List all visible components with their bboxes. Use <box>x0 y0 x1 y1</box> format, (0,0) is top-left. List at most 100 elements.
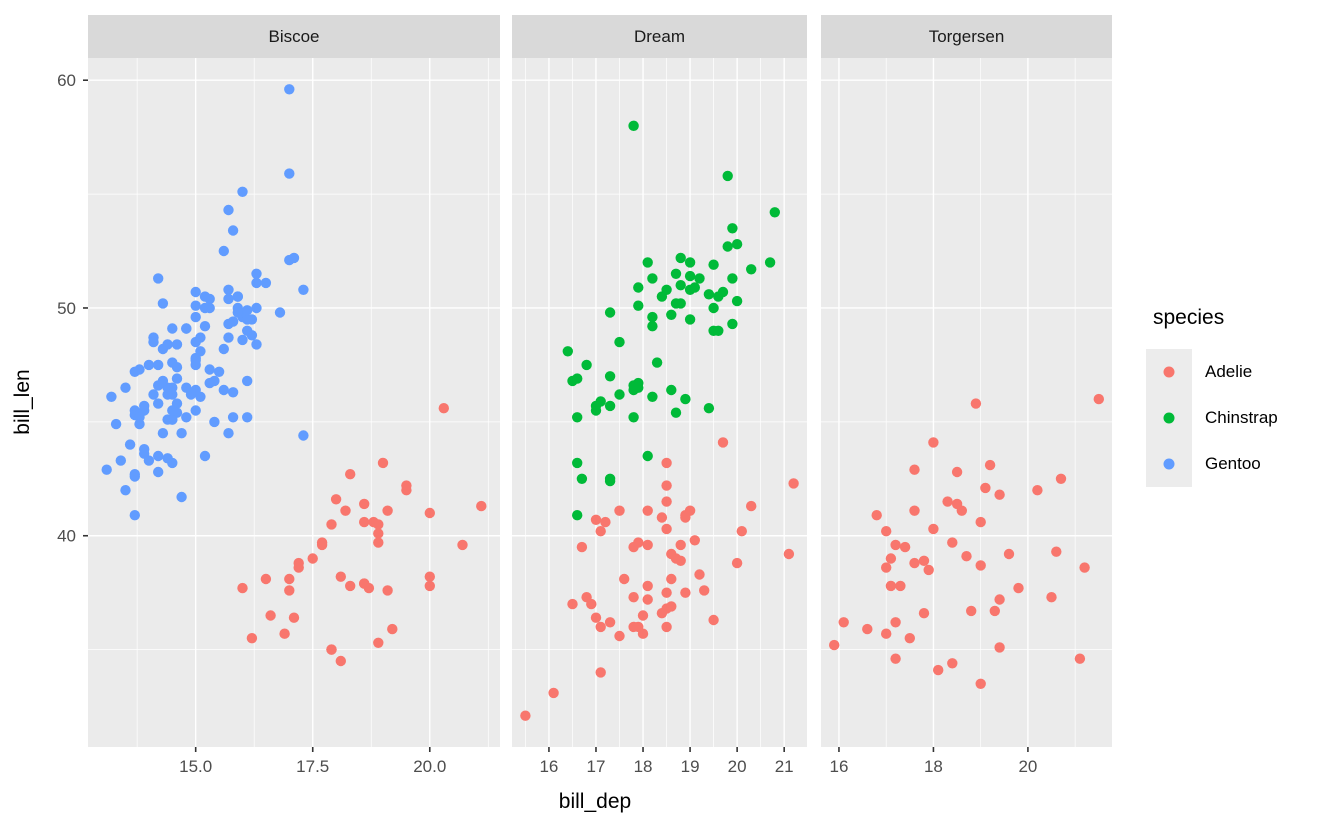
data-point-chinstrap <box>694 273 705 284</box>
data-point-chinstrap <box>572 510 583 521</box>
x-tick-label: 20 <box>728 757 747 776</box>
data-point-adelie <box>871 510 882 521</box>
data-point-chinstrap <box>567 375 578 387</box>
data-point-gentoo <box>199 450 211 462</box>
data-point-chinstrap <box>604 473 616 484</box>
data-point-chinstrap <box>666 309 677 320</box>
data-point-chinstrap <box>633 282 644 293</box>
data-point-gentoo <box>218 245 229 257</box>
data-point-gentoo <box>162 453 173 464</box>
data-point-chinstrap <box>647 391 658 402</box>
data-point-adelie <box>1046 592 1057 603</box>
data-point-adelie <box>918 608 930 619</box>
data-point-chinstrap <box>708 259 719 270</box>
data-point-adelie <box>904 633 915 644</box>
data-point-adelie <box>246 633 258 644</box>
y-axis-title: bill_len <box>11 369 34 435</box>
legend-key <box>1146 395 1192 441</box>
data-point-adelie <box>656 512 668 523</box>
legend-item-label: Adelie <box>1205 362 1253 381</box>
data-point-adelie <box>699 585 710 596</box>
data-point-adelie <box>382 585 393 596</box>
data-point-gentoo <box>143 359 155 371</box>
data-point-gentoo <box>134 418 145 430</box>
data-point-gentoo <box>167 323 178 334</box>
data-point-chinstrap <box>647 321 658 332</box>
data-point-adelie <box>424 507 435 519</box>
data-point-adelie <box>520 710 531 721</box>
data-point-gentoo <box>139 400 150 412</box>
data-point-adelie <box>642 594 653 605</box>
data-point-adelie <box>980 482 991 494</box>
data-point-adelie <box>783 548 795 560</box>
x-tick-label: 20 <box>1018 757 1037 776</box>
data-point-gentoo <box>190 359 201 371</box>
facet-strip <box>88 15 500 58</box>
data-point-gentoo <box>223 428 234 439</box>
data-point-adelie <box>1003 548 1015 560</box>
data-point-adelie <box>345 580 356 592</box>
data-point-adelie <box>590 514 602 525</box>
data-point-gentoo <box>162 339 173 350</box>
data-point-gentoo <box>110 418 122 430</box>
data-point-gentoo <box>204 364 215 375</box>
data-point-adelie <box>642 580 653 592</box>
data-point-adelie <box>788 478 799 489</box>
data-point-adelie <box>994 489 1005 500</box>
data-point-chinstrap <box>731 239 743 250</box>
data-point-gentoo <box>223 284 234 295</box>
legend-items: Adelie Chinstrap Gentoo <box>1146 349 1278 487</box>
data-point-adelie <box>576 541 588 553</box>
data-point-adelie <box>928 437 939 448</box>
data-point-adelie <box>642 505 653 516</box>
data-point-adelie <box>614 505 625 516</box>
data-point-adelie <box>909 464 920 475</box>
data-point-adelie <box>359 516 370 528</box>
data-point-adelie <box>373 637 384 648</box>
data-point-adelie <box>595 526 606 537</box>
data-point-adelie <box>895 580 906 592</box>
data-point-chinstrap <box>764 257 776 268</box>
data-point-adelie <box>885 580 897 592</box>
data-point-adelie <box>387 623 398 635</box>
data-point-adelie <box>666 548 677 560</box>
data-point-gentoo <box>181 412 192 423</box>
data-point-adelie <box>335 571 346 582</box>
data-point-gentoo <box>251 339 262 350</box>
data-point-adelie <box>989 605 1000 617</box>
data-point-chinstrap <box>675 252 686 264</box>
data-point-adelie <box>942 496 953 507</box>
data-point-chinstrap <box>746 264 757 275</box>
data-point-adelie <box>600 516 611 528</box>
data-point-gentoo <box>162 389 173 400</box>
data-point-adelie <box>933 664 944 676</box>
data-point-adelie <box>746 500 757 512</box>
data-point-chinstrap <box>628 412 639 423</box>
data-point-chinstrap <box>722 170 733 182</box>
data-point-gentoo <box>284 168 295 179</box>
data-point-gentoo <box>115 455 127 466</box>
data-point-adelie <box>909 557 920 569</box>
data-point-chinstrap <box>562 346 573 357</box>
legend-dot-icon <box>1163 412 1175 424</box>
data-point-chinstrap <box>633 300 644 311</box>
data-point-chinstrap <box>590 400 602 412</box>
data-point-chinstrap <box>642 257 653 268</box>
data-point-adelie <box>590 612 602 623</box>
legend-item-adelie: Adelie <box>1146 349 1278 395</box>
data-point-adelie <box>326 519 337 530</box>
data-point-gentoo <box>274 307 286 318</box>
data-point-adelie <box>975 560 986 571</box>
data-point-chinstrap <box>576 473 588 484</box>
data-point-gentoo <box>143 455 155 466</box>
data-point-gentoo <box>209 416 220 428</box>
data-point-gentoo <box>101 464 112 475</box>
data-point-chinstrap <box>708 302 719 314</box>
data-point-adelie <box>642 539 653 551</box>
legend-key <box>1146 441 1192 487</box>
data-point-adelie <box>1032 485 1043 496</box>
data-point-adelie <box>373 528 384 539</box>
data-point-gentoo <box>129 510 140 521</box>
data-point-gentoo <box>223 204 234 216</box>
